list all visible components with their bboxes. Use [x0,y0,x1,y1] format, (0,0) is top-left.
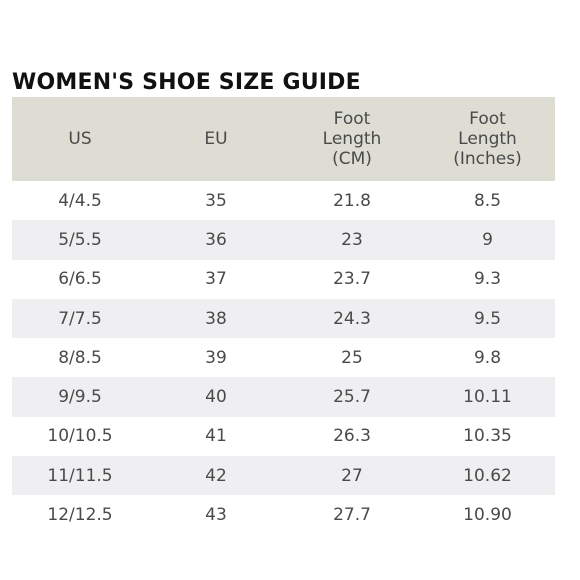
cell-inches: 10.62 [463,465,512,486]
header-foot-length-cm: Foot Length (CM) [284,97,420,181]
cell-inches: 10.35 [463,426,512,447]
cell-cm: 27.7 [333,505,371,526]
cell-inches: 9.3 [473,269,502,290]
table-header: US EU Foot Length (CM) Foot Length (Inch… [12,97,555,181]
cell-cm: 23.7 [333,269,371,290]
cell-cm: 25 [341,347,363,368]
cell-eu: 38 [205,308,227,329]
cell-cm: 24.3 [333,308,371,329]
header-in-line-3: (Inches) [453,149,522,169]
cell-eu: 42 [205,465,227,486]
cell-eu: 37 [205,269,227,290]
cell-us: 11/11.5 [47,465,113,486]
cell-cm: 21.8 [333,190,371,211]
cell-inches: 10.11 [463,387,512,408]
cell-inches: 9.5 [473,308,502,329]
cell-eu: 43 [205,505,227,526]
header-cm-line-3: (CM) [332,149,372,169]
cell-us: 6/6.5 [58,269,102,290]
cell-inches: 9 [482,229,493,250]
table-row: 11/11.5 42 27 10.62 [12,456,555,496]
cell-cm: 27 [341,465,363,486]
table-row: 4/4.5 35 21.8 8.5 [12,181,555,221]
header-eu-line: EU [204,129,228,149]
cell-cm: 25.7 [333,387,371,408]
table-body: 4/4.5 35 21.8 8.5 5/5.5 36 23 9 6/6.5 37… [12,181,555,535]
cell-us: 5/5.5 [58,229,102,250]
cell-cm: 23 [341,229,363,250]
table-row: 12/12.5 43 27.7 10.90 [12,495,555,535]
header-in-line-2: Length [458,129,517,149]
cell-us: 9/9.5 [58,387,102,408]
cell-eu: 39 [205,347,227,368]
table-row: 9/9.5 40 25.7 10.11 [12,377,555,417]
cell-cm: 26.3 [333,426,371,447]
cell-us: 12/12.5 [47,505,113,526]
header-eu: EU [148,97,284,181]
header-us: US [12,97,148,181]
table-row: 5/5.5 36 23 9 [12,220,555,260]
cell-eu: 40 [205,387,227,408]
cell-us: 4/4.5 [58,190,102,211]
table-row: 8/8.5 39 25 9.8 [12,338,555,378]
table-row: 10/10.5 41 26.3 10.35 [12,416,555,457]
page-title: WOMEN'S SHOE SIZE GUIDE [12,70,361,95]
cell-inches: 9.8 [473,347,502,368]
cell-eu: 41 [205,426,227,447]
cell-us: 8/8.5 [58,347,102,368]
header-row: US EU Foot Length (CM) Foot Length (Inch… [12,97,555,181]
size-table: US EU Foot Length (CM) Foot Length (Inch… [12,97,555,535]
header-in-line-1: Foot [469,109,506,129]
table-row: 7/7.5 38 24.3 9.5 [12,298,555,339]
cell-inches: 8.5 [473,190,502,211]
table-row: 6/6.5 37 23.7 9.3 [12,259,555,299]
header-us-line: US [68,129,92,149]
cell-inches: 10.90 [463,505,512,526]
header-cm-line-2: Length [322,129,382,149]
cell-eu: 35 [205,190,227,211]
cell-eu: 36 [205,229,227,250]
header-cm-line-1: Foot [333,109,371,129]
cell-us: 7/7.5 [58,308,102,329]
cell-us: 10/10.5 [47,426,113,447]
header-foot-length-inches: Foot Length (Inches) [420,97,555,181]
